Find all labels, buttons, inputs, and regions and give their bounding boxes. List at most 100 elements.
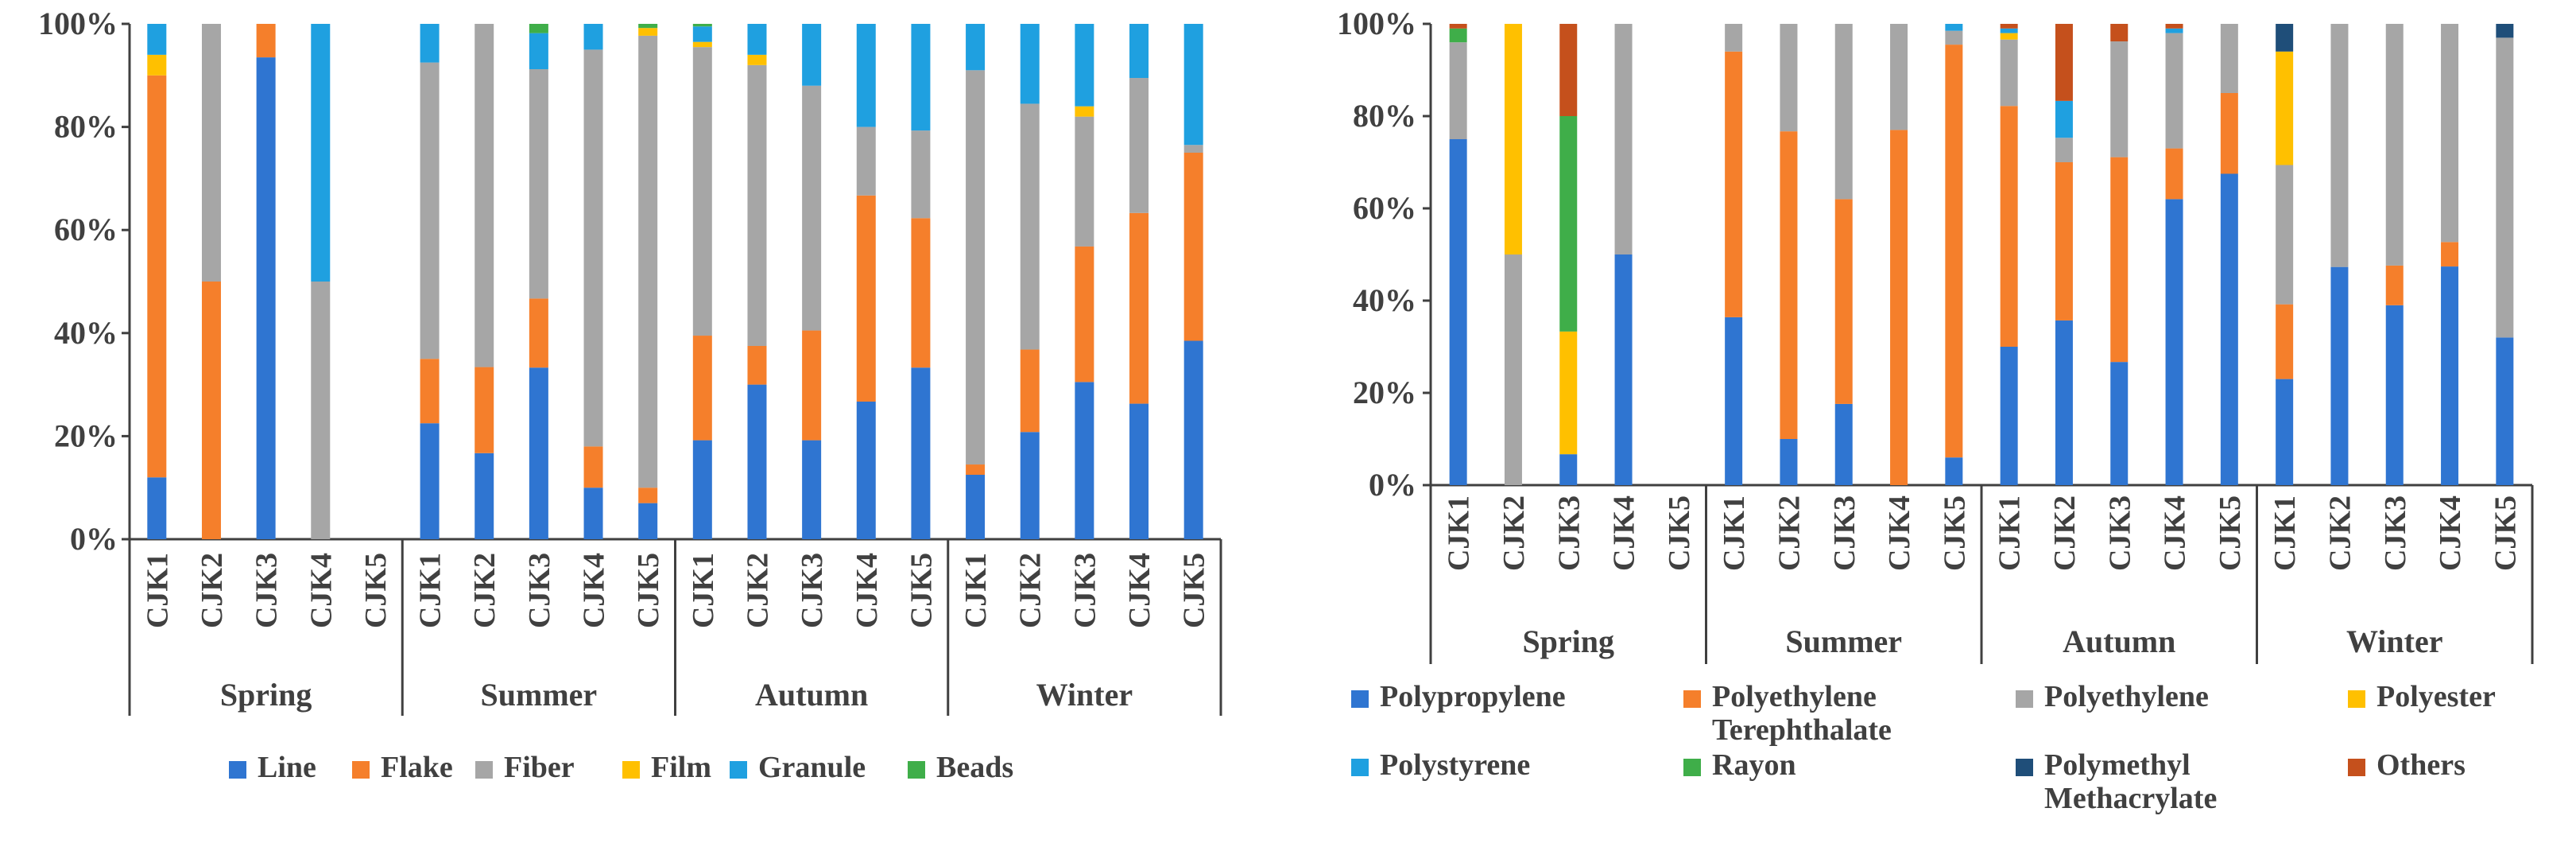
x-category-label: CJK1 (687, 553, 720, 628)
bar-segment-fiber (802, 85, 822, 331)
legend-label: Rayon (1712, 748, 1796, 782)
season-label: Autumn (2063, 624, 2175, 659)
bar-segment-fiber (1075, 116, 1094, 247)
bar-segment-flake (256, 24, 276, 58)
season-label: Winter (1036, 677, 1133, 713)
bar-segment-polymethyl-methacrylate (2276, 24, 2294, 52)
legend-swatch (1683, 759, 1701, 776)
legend-swatch (730, 761, 747, 779)
bar-segment-polypropylene (2055, 320, 2073, 485)
bar-segment-polyethylene (2220, 24, 2238, 93)
bar-segment-line (966, 475, 986, 539)
bar-segment-polyethylene (1780, 24, 1798, 132)
x-category-label: CJK2 (2048, 495, 2082, 571)
x-category-label: CJK1 (959, 553, 993, 628)
chart-2: 0% 20% 40% 60% 80% 100% CJK1 CJK2 CJK3 CJK4 CJK5 CJ… (1337, 6, 2534, 815)
bar-segment-others (2055, 24, 2073, 101)
legend-label: Others (2377, 748, 2466, 782)
bar-segment-polyethylene-terephthalate (1890, 130, 1908, 485)
bar-segment-film (1075, 106, 1094, 117)
bar-segment-fiber (692, 47, 712, 336)
bar-segment-fiber (201, 24, 221, 282)
bar-segment-others (1449, 24, 1467, 29)
y-tick-label: 80% (1353, 98, 1416, 134)
bar-segment-line (802, 440, 822, 539)
legend-swatch (2348, 759, 2365, 776)
bar-segment-others (1559, 24, 1578, 116)
bar-segment-polypropylene (1834, 403, 1853, 485)
x-category-label: CJK2 (1014, 553, 1048, 628)
x-category-label: CJK3 (523, 553, 556, 628)
bar-segment-fiber (1183, 145, 1203, 153)
season-label: Summer (1785, 624, 1902, 659)
bar-segment-fiber (747, 64, 767, 346)
bar-segment-polystyrene (2000, 28, 2018, 33)
legend-swatch (352, 761, 370, 779)
legend-swatch (475, 761, 493, 779)
bar-segment-polyethylene-terephthalate (2165, 148, 2183, 200)
bar-segment-polystyrene (2055, 100, 2073, 138)
bar-segment-fiber (311, 282, 331, 539)
x-category-label: CJK1 (1443, 495, 1476, 571)
legend-swatch (908, 761, 925, 779)
legend-label: Granule (758, 751, 866, 784)
bar-segment-line (1183, 340, 1203, 539)
chart-1: 0% 20% 40% 60% 80% 100% CJK1 CJK2 CJK3 CJK4 CJK5 CJ… (38, 6, 1222, 784)
bar-segment-polystyrene (2165, 28, 2183, 33)
x-category-label: CJK4 (1123, 553, 1156, 628)
bar-segment-polypropylene (2165, 199, 2183, 485)
x-category-label: CJK5 (2489, 495, 2522, 571)
bar-segment-polyethylene (2055, 138, 2073, 162)
bar-segment-polyethylene-terephthalate (2220, 93, 2238, 174)
bar-segment-polymethyl-methacrylate (2496, 24, 2514, 38)
bar-segment-polyethylene (2276, 165, 2294, 305)
x-category-label: CJK4 (2434, 495, 2467, 571)
legend-label: Polyester (2377, 680, 2496, 713)
x-category-label: CJK4 (578, 553, 611, 628)
x-category-label: CJK2 (1497, 495, 1531, 571)
bar-segment-granule (583, 24, 603, 50)
bar-segment-granule (311, 24, 331, 282)
bar-segment-flake (747, 346, 767, 385)
bar-segment-polypropylene (2385, 305, 2404, 485)
bar-segment-polyester (1559, 331, 1578, 455)
bar-segment-beads (692, 24, 712, 27)
bar-segment-flake (583, 446, 603, 488)
bar-segment-flake (147, 75, 167, 478)
season-label: Winter (2346, 624, 2442, 659)
bar-segment-polypropylene (2220, 173, 2238, 485)
legend-label: Line (258, 751, 316, 784)
bar-segment-flake (529, 298, 548, 368)
bar-segment-fiber (966, 70, 986, 465)
bar-segment-polypropylene (1559, 454, 1578, 485)
bar-segment-line (583, 488, 603, 539)
legend-label: Polymethyl (2044, 748, 2191, 782)
bar-segment-film (638, 28, 658, 36)
bar-segment-flake (911, 218, 931, 368)
x-category-label: CJK4 (304, 553, 338, 628)
season-label: Spring (1522, 624, 1614, 659)
bar-segment-others (2110, 24, 2129, 42)
bar-segment-fiber (911, 130, 931, 219)
bar-segment-fiber (856, 126, 876, 196)
legend-label: Polyethylene (2044, 680, 2209, 713)
x-category-label: CJK3 (1552, 495, 1586, 571)
bar-segment-flake (1129, 212, 1149, 404)
bar-segment-beads (529, 24, 548, 33)
bar-segment-fiber (1020, 103, 1040, 350)
bar-segment-polyethylene-terephthalate (2441, 242, 2459, 267)
legend-label: Beads (936, 751, 1013, 784)
legend-swatch (2016, 690, 2033, 708)
bar-segment-rayon (1449, 28, 1467, 43)
bar-segment-polyester (1504, 24, 1522, 254)
y-tick-label: 80% (54, 109, 118, 145)
y-tick-label: 60% (1353, 190, 1416, 226)
bar-segment-others (2000, 24, 2018, 29)
bar-segment-film (692, 41, 712, 48)
legend-swatch (1683, 690, 1701, 708)
bar-segment-line (692, 440, 712, 539)
bar-segment-polyethylene-terephthalate (1834, 199, 1853, 404)
bar-segment-line (1075, 382, 1094, 539)
x-category-label: CJK5 (905, 553, 938, 628)
x-category-label: CJK2 (196, 553, 229, 628)
